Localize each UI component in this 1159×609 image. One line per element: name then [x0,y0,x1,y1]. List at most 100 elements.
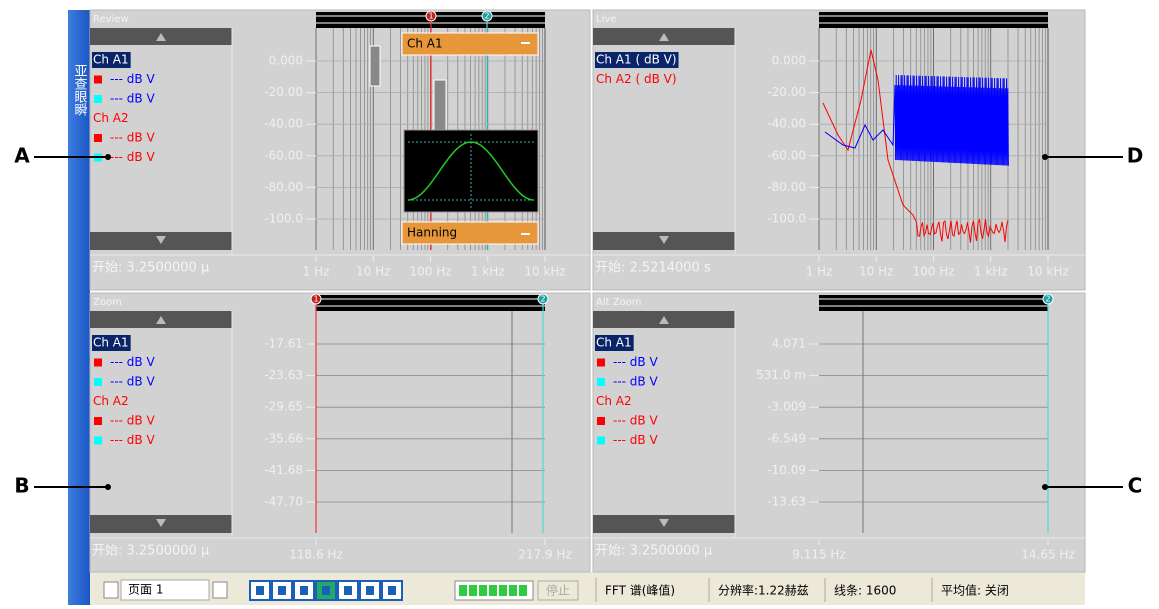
y-tick-label: -10.09 [767,463,806,477]
legend-entry[interactable]: Ch A2 [596,394,632,408]
page-icon[interactable] [103,581,119,599]
legend-swatch [94,358,102,367]
legend-entry[interactable]: --- dB V [110,355,155,369]
progress-cell [509,585,517,596]
x-tick-label: 10 Hz [356,265,390,279]
cursor-band [819,295,1048,311]
cursor-marker[interactable] [310,293,322,305]
legend-entry[interactable]: --- dB V [110,92,155,106]
start-label: 开始: 3.2500000 μ [92,544,209,559]
legend-entry[interactable]: --- dB V [110,72,155,86]
legend-entry[interactable]: Ch A1 ( dB V) [596,53,677,67]
x-tick-label: 1 kHz [471,265,505,279]
arrow [659,519,669,527]
legend-entry[interactable]: Ch A2 ( dB V) [596,72,677,86]
overlay-footer[interactable] [401,221,539,245]
legend-swatch [94,417,102,425]
legend-entry[interactable]: --- dB V [110,150,155,164]
legend-entry[interactable]: --- dB V [613,375,658,389]
panel: Review Ch A1 --- dB V --- dB V Ch A2 --- dB V… [89,9,591,291]
y-tick-label: -40.00 [767,117,806,131]
panel: Alt Zoom Ch A1 --- dB V --- dB V Ch A2 --- dB… [592,292,1086,573]
overlay-channel: Ch A1 [407,37,443,51]
stop-label: 停止 [546,583,570,598]
panel-title: Alt Zoom [596,297,642,308]
legend-entry[interactable]: Ch A1 [596,336,632,350]
page-icon[interactable] [212,581,228,599]
overlay-header[interactable] [401,32,539,56]
overlay-btn [521,233,530,235]
start-label: 开始: 2.5214000 s [595,261,711,276]
cursor-marker[interactable] [425,10,437,22]
legend-swatch [94,378,102,386]
bar-glyph [433,79,447,131]
y-tick-label: 0.000 [269,54,303,68]
cursor-band [316,295,545,311]
x-tick-label: 217.9 Hz [518,548,572,562]
legend-entry[interactable]: Ch A1 [93,336,129,350]
nav-glyph [388,586,396,595]
start-label: 开始: 3.2500000 μ [92,261,209,276]
legend-highlight [92,52,131,68]
y-tick-label: -29.65 [264,400,303,414]
arrow [156,316,166,324]
nav-glyph [278,586,286,595]
y-tick-label: -60.00 [767,148,806,162]
x-tick-label: 1 Hz [806,265,833,279]
callout-dot [105,154,111,160]
arrow [659,33,669,41]
progress-cell [499,585,507,596]
x-tick-label: 118.6 Hz [289,548,343,562]
cursor-marker[interactable] [1042,293,1054,305]
start-label: 开始: 3.2500000 μ [595,544,712,559]
stop-button[interactable] [537,580,579,601]
page-field[interactable] [120,579,210,601]
y-tick-label: -100.0 [767,212,806,226]
trace-a2 [822,49,1009,243]
legend-entry[interactable]: --- dB V [613,414,658,428]
cursor-marker[interactable] [481,10,493,22]
y-tick-label: -3.009 [767,400,806,414]
y-tick-label: 4.071 [772,337,806,351]
legend-entry[interactable]: Ch A2 [93,111,129,125]
status-bar [90,572,1085,605]
panel: Live Ch A1 ( dB V) Ch A2 ( dB V) 0.000 -20.0… [592,9,1086,291]
cursor-marker[interactable] [537,293,549,305]
legend-swatch [597,358,605,367]
progress-cell [479,585,487,596]
y-tick-label: -100.0 [264,212,303,226]
cursor-marker-label: 1 [428,12,433,21]
sidebar[interactable] [68,10,90,605]
progress-cell [469,585,477,596]
legend-entry[interactable]: --- dB V [110,414,155,428]
y-tick-label: -13.63 [767,495,806,509]
y-tick-label: -20.00 [264,85,303,99]
nav-glyph [344,586,352,595]
sidebar-label: 亚查眼瞬 [72,64,88,116]
legend-highlight [595,52,679,68]
y-tick-label: -20.00 [767,85,806,99]
progress-cell [489,585,497,596]
legend-entry[interactable]: --- dB V [613,433,658,447]
nav-glyph [366,586,374,595]
overlay-window: Hanning [407,226,457,240]
arrow [156,236,166,244]
x-tick-label: 100 Hz [409,265,451,279]
legend-entry[interactable]: Ch A2 [93,394,129,408]
cursor-marker-label: 2 [484,12,489,21]
panel-title: Live [596,14,616,25]
legend-entry[interactable]: Ch A1 [93,53,129,67]
window-curve [407,141,535,201]
x-tick-label: 10 kHz [524,265,565,279]
y-tick-label: -23.63 [264,368,303,382]
status-content: 页面 1 停止 FFT 谱(峰值) 分辨率:1.22赫兹 线条: 1600 平均值: 关闭 [103,578,1009,602]
callout-label: C [1128,474,1143,498]
legend-entry[interactable]: --- dB V [613,355,658,369]
legend-entry[interactable]: --- dB V [110,433,155,447]
legend-entry[interactable]: --- dB V [110,375,155,389]
y-tick-label: -40.00 [264,117,303,131]
panel: Zoom Ch A1 --- dB V --- dB V Ch A2 --- dB V --… [89,292,591,573]
legend-entry[interactable]: --- dB V [110,131,155,145]
callout-label: B [14,474,29,498]
status-mode: FFT 谱(峰值) [605,583,675,598]
